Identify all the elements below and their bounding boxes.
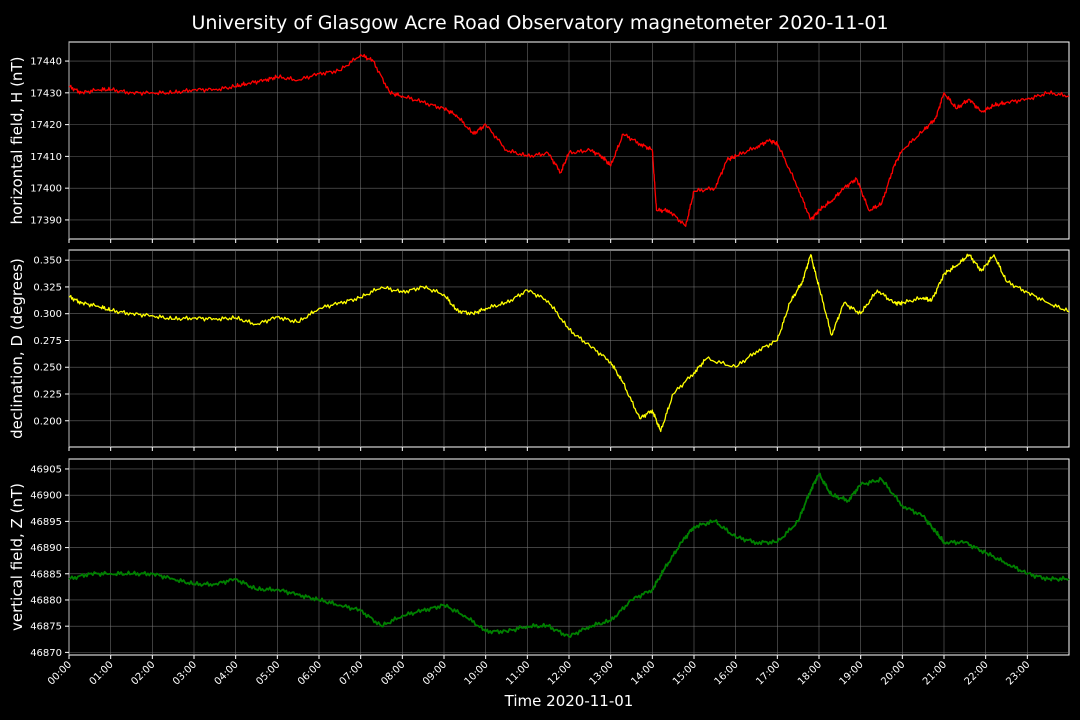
x-tick-label: 20:00 xyxy=(879,659,907,687)
x-tick-label: 01:00 xyxy=(88,659,116,687)
plot-panels: 17390 17400 17410 17420 17430 17440 horizontal… xyxy=(8,41,1070,659)
y-tick-label: 46875 xyxy=(30,622,62,633)
y-tick-label: 17400 xyxy=(30,184,62,195)
x-tick-label: 22:00 xyxy=(963,659,991,687)
y-tick-label: 17440 xyxy=(30,57,62,68)
y-tick-label: 0.200 xyxy=(33,416,62,427)
declination-panel: 0.200 0.225 0.250 0.275 0.300 0.325 0.350 decli… xyxy=(8,249,1070,451)
vertical-field-series-line xyxy=(68,472,1070,638)
y-tick-label: 17430 xyxy=(30,88,62,99)
x-tick-label: 06:00 xyxy=(296,659,324,687)
x-tick-label: 04:00 xyxy=(213,659,241,687)
x-tick-label: 21:00 xyxy=(921,659,949,687)
horizontal-field-axis-label: horizontal field, H (nT) xyxy=(8,57,26,225)
y-tick-label: 46895 xyxy=(30,517,62,528)
horizontal-field-panel: 17390 17400 17410 17420 17430 17440 horizontal… xyxy=(8,41,1070,243)
y-tick-label: 0.325 xyxy=(33,282,62,293)
x-tick-label: 00:00 xyxy=(46,659,74,687)
x-tick-label: 19:00 xyxy=(838,659,866,687)
x-tick-label: 18:00 xyxy=(796,659,824,687)
y-tick-label: 0.300 xyxy=(33,309,62,320)
x-tick-label: 14:00 xyxy=(629,659,657,687)
y-tick-label: 0.250 xyxy=(33,363,62,374)
x-axis: 00:00 01:00 02:00 03:00 04:00 05:00 06:00 07:00… xyxy=(46,659,1032,687)
y-tick-label: 0.225 xyxy=(33,390,62,401)
vertical-field-axis-label: vertical field, Z (nT) xyxy=(8,483,26,631)
x-tick-label: 08:00 xyxy=(379,659,407,687)
y-tick-label: 46900 xyxy=(30,491,62,502)
x-axis-label: Time 2020-11-01 xyxy=(504,692,634,710)
x-tick-label: 11:00 xyxy=(504,659,532,687)
y-tick-label: 17410 xyxy=(30,152,62,163)
y-tick-label: 46890 xyxy=(30,543,62,554)
y-tick-label: 46905 xyxy=(30,464,62,475)
x-tick-label: 09:00 xyxy=(421,659,449,687)
y-tick-label: 0.350 xyxy=(33,256,62,267)
declination-series-line xyxy=(68,253,1070,433)
x-tick-label: 13:00 xyxy=(588,659,616,687)
y-tick-label: 46870 xyxy=(30,648,62,659)
x-tick-label: 07:00 xyxy=(338,659,366,687)
y-tick-label: 46885 xyxy=(30,569,62,580)
x-tick-label: 05:00 xyxy=(254,659,282,687)
x-tick-label: 23:00 xyxy=(1004,659,1032,687)
y-tick-label: 17420 xyxy=(30,120,62,131)
x-tick-label: 10:00 xyxy=(463,659,491,687)
x-tick-label: 15:00 xyxy=(671,659,699,687)
vertical-field-panel: 46870 46875 46880 46885 46890 46895 46900 46905… xyxy=(8,458,1070,659)
y-tick-label: 0.275 xyxy=(33,336,62,347)
x-tick-label: 02:00 xyxy=(129,659,157,687)
declination-axis-label: declination, D (degrees) xyxy=(8,258,26,439)
x-tick-label: 16:00 xyxy=(713,659,741,687)
y-tick-label: 46880 xyxy=(30,595,62,606)
x-tick-label: 03:00 xyxy=(171,659,199,687)
horizontal-field-series-line xyxy=(68,53,1070,227)
chart-title: University of Glasgow Acre Road Observat… xyxy=(191,12,888,34)
x-tick-label: 12:00 xyxy=(546,659,574,687)
x-tick-label: 17:00 xyxy=(754,659,782,687)
y-tick-label: 17390 xyxy=(30,215,62,226)
